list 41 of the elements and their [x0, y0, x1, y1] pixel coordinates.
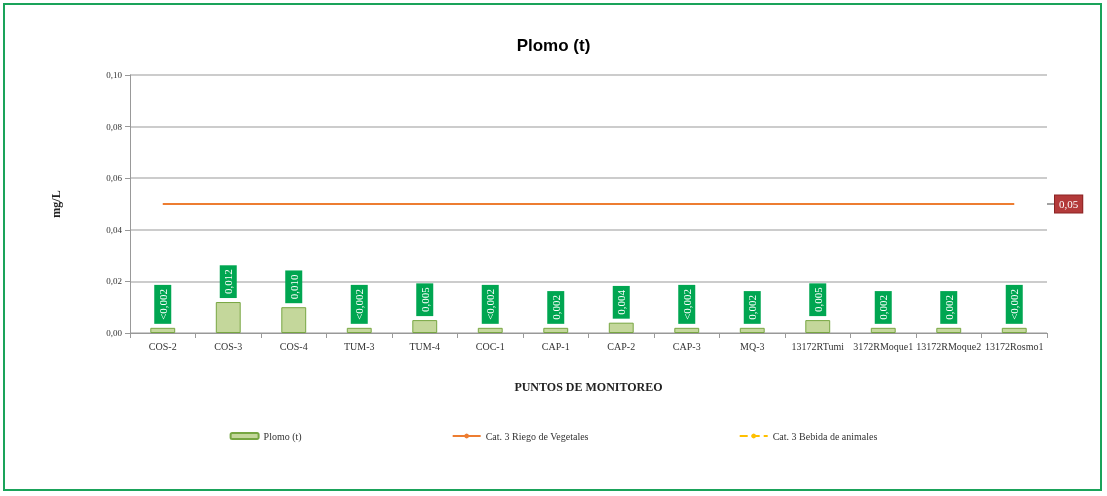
chart-title: Plomo (t)	[516, 36, 591, 55]
data-label: 0,004	[615, 289, 628, 315]
x-tick-label: 3172RMoque1	[853, 340, 914, 352]
x-tick-label: 13172RTumi	[791, 340, 845, 352]
data-label: 0,002	[746, 295, 759, 320]
x-tick-label: CAP-3	[672, 340, 701, 352]
x-tick-label: 13172Rosmo1	[985, 340, 1044, 352]
y-tick-label: 0,06	[106, 173, 123, 184]
x-axis-title: PUNTOS DE MONITOREO	[514, 380, 663, 394]
data-label: <0,002	[156, 288, 169, 320]
data-label: <0,002	[353, 288, 366, 320]
x-tick-label: COS-4	[279, 340, 308, 352]
data-label: 0,005	[811, 286, 824, 313]
legend-label: Cat. 3 Riego de Vegetales	[485, 430, 589, 442]
x-tick-label: CAP-2	[607, 340, 636, 352]
x-tick-label: 13172RMoque2	[916, 340, 982, 352]
data-label: <0,002	[484, 288, 497, 320]
data-label: 0,010	[287, 273, 300, 300]
data-label: 0,005	[418, 286, 431, 313]
y-tick-label: 0,00	[106, 328, 123, 338]
data-label: 0,002	[942, 295, 955, 320]
data-label: 0,002	[877, 295, 890, 320]
y-tick-label: 0,04	[106, 224, 123, 235]
x-tick-label: TUM-3	[343, 340, 375, 352]
x-tick-label: CAP-1	[541, 340, 570, 352]
x-tick-label: MQ-3	[740, 340, 765, 352]
x-tick-label: COC-1	[475, 340, 505, 352]
data-label: <0,002	[680, 288, 693, 320]
y-tick-label: 0,02	[106, 276, 122, 287]
y-tick-label: 0,08	[106, 121, 123, 132]
x-tick-label: COS-2	[148, 340, 177, 352]
x-tick-label: COS-3	[214, 340, 243, 352]
y-tick-label: 0,10	[106, 70, 123, 80]
legend-label: Plomo (t)	[263, 430, 302, 443]
x-tick-label: TUM-4	[409, 340, 441, 352]
text: 0,05	[1059, 198, 1079, 210]
data-label: <0,002	[1008, 288, 1021, 320]
data-label: 0,002	[549, 295, 562, 320]
y-axis-title: mg/L	[49, 190, 63, 218]
data-label: 0,012	[222, 269, 235, 295]
legend-label: Cat. 3 Bebida de animales	[772, 430, 878, 442]
